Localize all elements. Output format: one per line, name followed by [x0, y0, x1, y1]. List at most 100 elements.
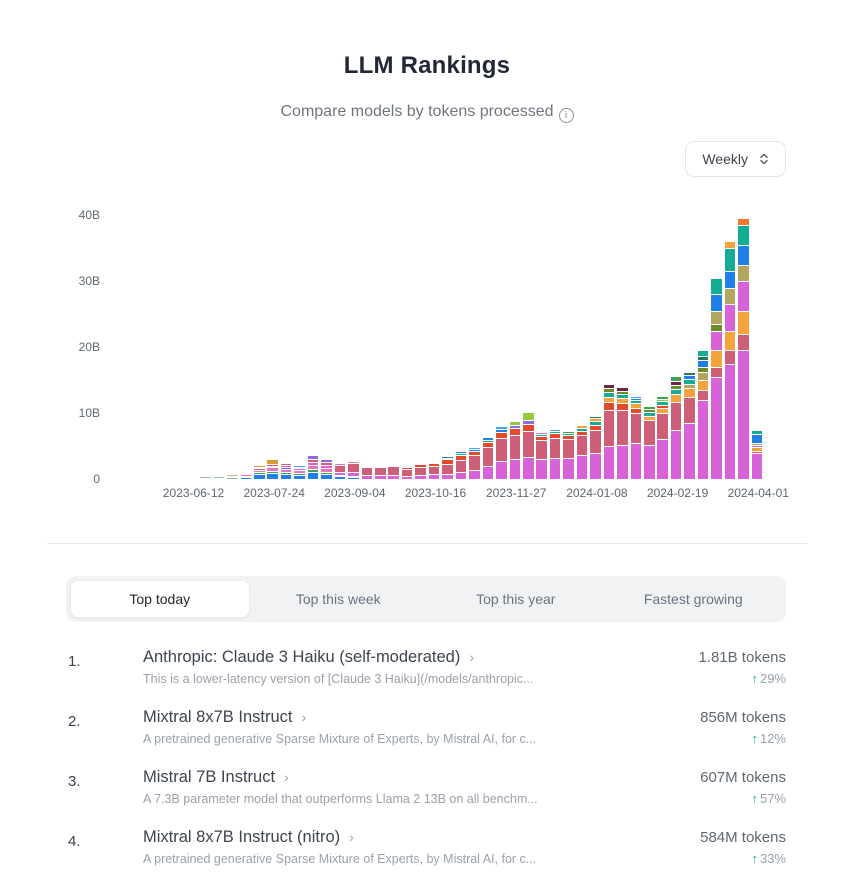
tab-top-this-week[interactable]: Top this week [295, 591, 381, 607]
bar-segment [509, 428, 521, 436]
bar-segment [509, 420, 521, 425]
stacked-bar[interactable] [227, 474, 238, 479]
bar-segment [375, 475, 386, 479]
bar-segment [657, 395, 668, 399]
stacked-bar[interactable] [563, 430, 574, 479]
bar-segment [455, 472, 467, 479]
stacked-bar[interactable] [711, 277, 722, 479]
x-tick-label: 2023-10-16 [404, 486, 467, 500]
stacked-bar[interactable] [724, 241, 736, 479]
stacked-bar[interactable] [388, 464, 400, 479]
stacked-bar[interactable] [334, 463, 346, 479]
stacked-bar[interactable] [617, 386, 628, 479]
stacked-bar[interactable] [657, 395, 668, 479]
stacked-bar[interactable] [428, 461, 440, 479]
bar-segment [617, 403, 628, 411]
stacked-bar[interactable] [307, 454, 319, 479]
stacked-bar[interactable] [697, 350, 709, 479]
bar-segment [522, 431, 534, 457]
model-name-link[interactable]: Mistral 7B Instruct › [143, 768, 289, 786]
chevron-up-down-icon [760, 153, 768, 165]
stacked-bar[interactable] [415, 463, 426, 479]
growth-delta: ↑ 12% [751, 731, 786, 746]
bar-segment [280, 467, 292, 470]
tab-top-this-year[interactable]: Top this year [476, 591, 556, 607]
period-select[interactable]: Weekly [685, 141, 786, 177]
bar-segment [227, 477, 238, 479]
stacked-bar[interactable] [280, 463, 292, 479]
bar-segment [469, 455, 480, 470]
stacked-bar[interactable] [401, 467, 413, 479]
stacked-bar[interactable] [630, 395, 642, 479]
x-tick-label: 2024-04-01 [727, 486, 789, 500]
stacked-bar[interactable] [254, 464, 265, 479]
stacked-bar[interactable] [146, 478, 157, 479]
model-name-link[interactable]: Mixtral 8x7B Instruct › [143, 708, 307, 726]
stacked-bar[interactable] [348, 461, 359, 479]
bar-segment [643, 412, 655, 416]
stacked-bar[interactable] [375, 465, 386, 479]
rank-number: 1. [68, 653, 81, 670]
stacked-bar[interactable] [603, 384, 615, 479]
stacked-bar[interactable] [482, 437, 494, 479]
bar-segment [334, 465, 346, 472]
stacked-bar[interactable] [469, 446, 480, 479]
stacked-bar[interactable] [173, 476, 184, 479]
bar-segment [738, 281, 749, 311]
bar-segment [617, 410, 628, 445]
bar-segment [684, 387, 695, 397]
bar-segment [697, 399, 709, 479]
tab-top-today[interactable]: Top today [70, 580, 250, 618]
stacked-bar[interactable] [361, 464, 373, 479]
page-title: LLM Rankings [343, 52, 511, 79]
stacked-bar[interactable] [267, 459, 279, 479]
bar-segment [697, 360, 709, 367]
bar-segment [348, 477, 359, 479]
bar-segment [213, 475, 225, 477]
bar-segment [657, 398, 668, 402]
bar-segment [536, 436, 547, 441]
stacked-bar[interactable] [496, 426, 507, 479]
stacked-bar[interactable] [590, 416, 601, 479]
stacked-bar[interactable] [684, 372, 695, 479]
stacked-bar[interactable] [670, 376, 682, 479]
bar-segment [334, 471, 346, 476]
stacked-bar[interactable] [455, 451, 467, 479]
stacked-bar[interactable] [522, 412, 534, 479]
bar-segment [643, 415, 655, 420]
bar-segment [697, 366, 709, 373]
stacked-bar[interactable] [442, 455, 453, 479]
bar-segment [254, 467, 265, 469]
bar-segment [254, 474, 265, 479]
stacked-bar[interactable] [536, 431, 547, 479]
stacked-bar[interactable] [159, 478, 171, 479]
stacked-bar[interactable] [133, 478, 144, 479]
stacked-bar[interactable] [213, 475, 225, 479]
stacked-bar[interactable] [200, 475, 211, 479]
bar-segment [496, 426, 507, 429]
stacked-bar[interactable] [738, 218, 749, 479]
model-name-link[interactable]: Mixtral 8x7B Instruct (nitro) › [143, 828, 354, 846]
stacked-bar[interactable] [294, 465, 305, 479]
stacked-bar[interactable] [321, 459, 332, 479]
bar-segment [751, 444, 763, 448]
stacked-bar[interactable] [240, 471, 252, 479]
bar-segment [738, 244, 749, 265]
stacked-bar[interactable] [549, 428, 561, 479]
model-description: This is a lower-latency version of [Clau… [143, 672, 534, 686]
bar-segment [186, 477, 198, 478]
stacked-bar[interactable] [186, 475, 198, 479]
tab-fastest-growing[interactable]: Fastest growing [643, 591, 743, 607]
bar-segment [603, 409, 615, 446]
bar-segment [670, 389, 682, 394]
stacked-bar[interactable] [509, 420, 521, 479]
bar-segment [522, 456, 534, 479]
stacked-bar[interactable] [576, 424, 588, 479]
stacked-bar[interactable] [751, 429, 763, 479]
tokens-count: 1.81B tokens [698, 649, 786, 666]
stacked-bar[interactable] [643, 406, 655, 479]
rank-number: 2. [68, 713, 81, 730]
info-icon[interactable]: i [558, 108, 574, 123]
model-name-link[interactable]: Anthropic: Claude 3 Haiku (self-moderate… [143, 648, 474, 666]
